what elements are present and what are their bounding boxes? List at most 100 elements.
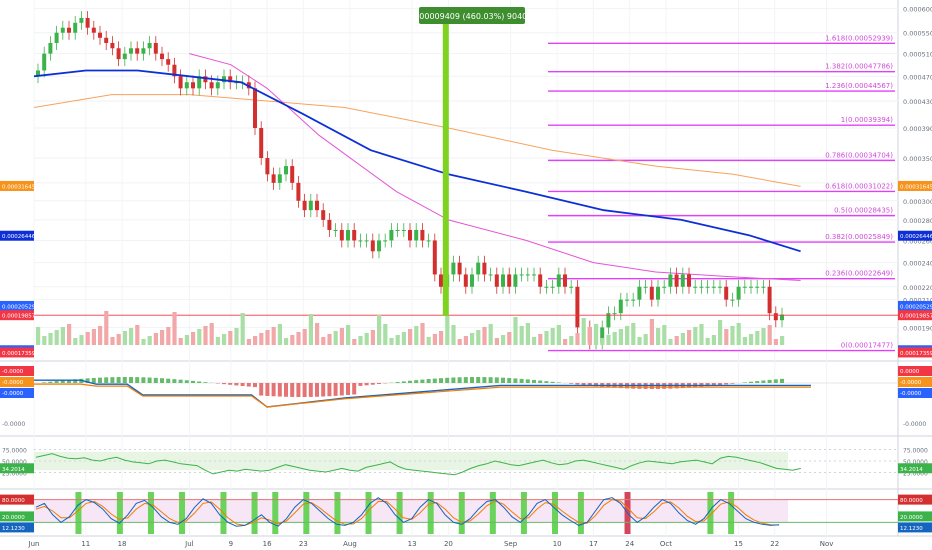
- volume-bar: [364, 333, 369, 345]
- volume-bar: [339, 328, 344, 345]
- stoch-badge-right: [898, 494, 932, 505]
- y-tick-label: 0.00024000: [903, 260, 932, 268]
- x-tick-label: 24: [625, 540, 634, 548]
- volume-bar: [54, 330, 59, 345]
- volume-bar: [153, 333, 158, 345]
- volume-bar: [315, 323, 320, 345]
- candle-body: [730, 299, 735, 301]
- stoch-signal-bar: [116, 492, 123, 534]
- x-tick-label: Jul: [184, 540, 194, 548]
- candle-body: [42, 53, 47, 71]
- candle-body: [215, 82, 220, 89]
- volume-bar: [501, 335, 506, 345]
- volume-bar: [482, 327, 487, 345]
- volume-bar: [104, 311, 109, 345]
- stoch-k-line: [35, 497, 780, 527]
- candle-body: [104, 37, 109, 43]
- stoch-badge-right-text: 12.1230: [900, 526, 923, 532]
- candle-body: [742, 286, 747, 288]
- volume-bar: [730, 326, 735, 345]
- macd-histogram-bar: [761, 380, 766, 383]
- macd-histogram-bar: [581, 383, 586, 386]
- macd-histogram-bar: [166, 378, 171, 383]
- macd-histogram-bar: [203, 382, 208, 383]
- macd-histogram-bar: [116, 377, 121, 383]
- macd-histogram-bar: [42, 382, 47, 383]
- volume-bar: [476, 330, 481, 345]
- volume-bar: [767, 325, 772, 345]
- volume-bar: [122, 331, 127, 345]
- stoch-signal-bar: [396, 492, 403, 534]
- macd-histogram-bar: [358, 383, 363, 386]
- candle-body: [122, 53, 127, 60]
- volume-bar: [637, 337, 642, 345]
- rsi-tick-label: 50.0000: [903, 459, 928, 466]
- volume-bar: [209, 323, 214, 345]
- macd-histogram-bar: [228, 383, 233, 385]
- rsi-tick-label-left: 25.0000: [2, 471, 27, 478]
- volume-bar: [674, 336, 679, 345]
- macd-histogram-bar: [538, 380, 543, 383]
- macd-histogram-bar: [755, 381, 760, 383]
- macd-histogram-bar: [749, 381, 753, 383]
- price-badge-left-text: 0.00017359: [2, 351, 36, 357]
- candle-body: [439, 274, 443, 287]
- candle-body: [129, 48, 133, 54]
- rsi-tick-label-left: 50.0000: [2, 459, 27, 466]
- macd-histogram-bar: [222, 383, 226, 385]
- candle-body: [556, 274, 561, 287]
- y-tick-label: 0.00060000: [903, 6, 932, 14]
- candle-body: [482, 262, 487, 275]
- rsi-tick-label: 75.0000: [903, 448, 928, 455]
- macd-histogram-bar: [420, 379, 425, 383]
- macd-histogram-bar: [773, 379, 778, 383]
- price-badge-left: [0, 180, 34, 191]
- candle-body: [147, 42, 152, 49]
- candle-body: [172, 64, 177, 77]
- candle-body: [618, 299, 623, 314]
- macd-histogram-bar: [327, 383, 332, 397]
- volume-bar: [668, 339, 673, 345]
- stoch-signal-bar: [552, 492, 558, 534]
- volume-bar: [625, 326, 630, 345]
- volume-bar: [439, 331, 444, 345]
- x-tick-label: Sep: [504, 540, 518, 548]
- volume-bar: [662, 325, 667, 345]
- stoch-d-line: [35, 499, 780, 526]
- vertical-highlight-bar: [442, 10, 449, 316]
- measure-tooltip-text: 0.00009409 (460.03%) 90409: [412, 12, 533, 21]
- stoch-signal-bar: [427, 492, 434, 534]
- fib-level-label: 1(0.00039394): [841, 116, 893, 124]
- stoch-badge-left: [0, 522, 34, 533]
- price-badge-text: 0.00031645: [900, 184, 932, 190]
- price-badge: [898, 310, 932, 321]
- x-tick-label: 13: [408, 540, 417, 548]
- volume-bar: [36, 327, 41, 345]
- macd-histogram-bar: [569, 383, 574, 384]
- price-badge-left: [0, 300, 34, 311]
- volume-bar: [451, 325, 456, 345]
- candle-body: [767, 286, 772, 314]
- volume-bar: [699, 324, 704, 345]
- x-tick-label: Nov: [820, 540, 834, 548]
- fib-level-label: 1.618(0.00052939): [825, 34, 893, 42]
- stoch-badge-left-text: 80.0000: [2, 498, 25, 504]
- fib-level-label: 1.236(0.00044567): [825, 82, 893, 90]
- candle-body: [649, 286, 654, 300]
- candle-body: [606, 313, 611, 328]
- macd-histogram-bar: [377, 383, 381, 385]
- price-badge-text: 0.00019857: [900, 314, 932, 320]
- candle-body: [414, 229, 419, 241]
- candle-body: [773, 313, 778, 321]
- candle-body: [383, 240, 388, 242]
- candle-body: [98, 32, 102, 38]
- candle-body: [519, 274, 524, 276]
- volume-bar: [711, 335, 716, 345]
- candle-body: [451, 262, 456, 275]
- macd-histogram-bar: [575, 383, 580, 385]
- stoch-signal-bar: [728, 492, 735, 534]
- macd-histogram-bar: [160, 378, 164, 383]
- volume-bar: [135, 325, 140, 345]
- macd-histogram-bar: [104, 377, 109, 383]
